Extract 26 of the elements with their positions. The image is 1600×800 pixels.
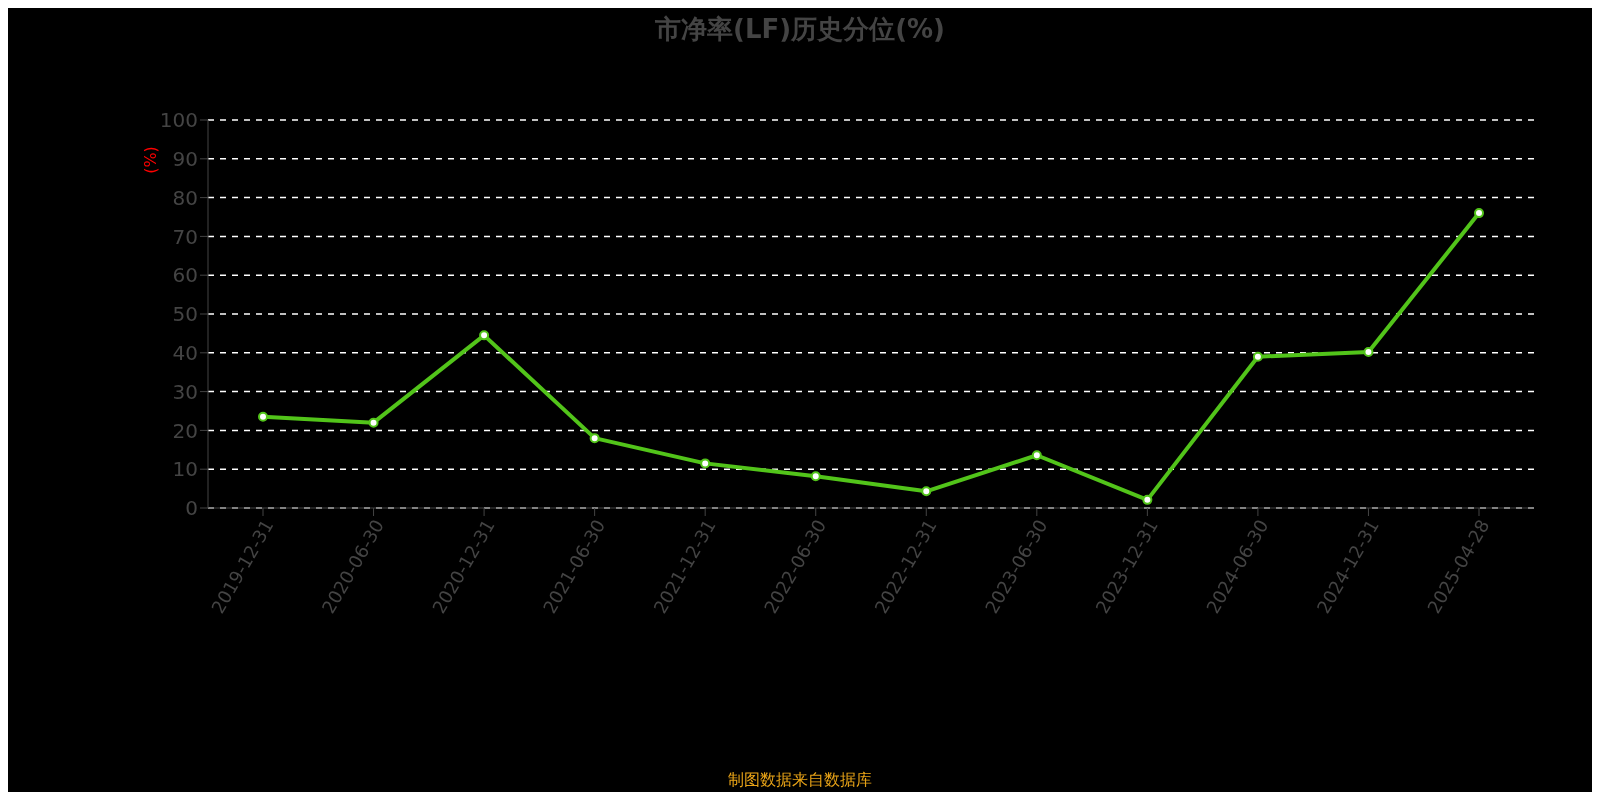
y-tick-label: 80 bbox=[172, 185, 198, 210]
y-axis-title: (%) bbox=[140, 146, 160, 174]
point bbox=[589, 433, 600, 444]
point bbox=[479, 330, 490, 341]
y-tick-label: 60 bbox=[172, 263, 198, 288]
point bbox=[258, 411, 268, 422]
y-tick-label: 100 bbox=[159, 108, 198, 133]
point bbox=[1031, 450, 1042, 461]
y-tick-label: 90 bbox=[172, 146, 198, 171]
y-tick-label: 30 bbox=[172, 379, 198, 404]
point bbox=[1363, 347, 1374, 358]
point bbox=[1474, 208, 1484, 219]
text: 制图数据来自数据库 bbox=[727, 770, 873, 791]
point bbox=[921, 486, 932, 497]
y-tick-label: 10 bbox=[172, 457, 198, 482]
point bbox=[810, 471, 821, 482]
y-tick-label: 0 bbox=[185, 496, 198, 521]
y-tick-label: 20 bbox=[172, 418, 198, 443]
chart-title: 市净率(LF)历史分位(%) bbox=[654, 13, 946, 46]
y-tick-label: 50 bbox=[172, 302, 198, 327]
point bbox=[1142, 494, 1153, 505]
point bbox=[1252, 351, 1263, 362]
y-tick-label: 70 bbox=[172, 224, 198, 249]
point bbox=[700, 458, 711, 469]
y-tick-label: 40 bbox=[172, 340, 198, 365]
point bbox=[368, 417, 379, 428]
